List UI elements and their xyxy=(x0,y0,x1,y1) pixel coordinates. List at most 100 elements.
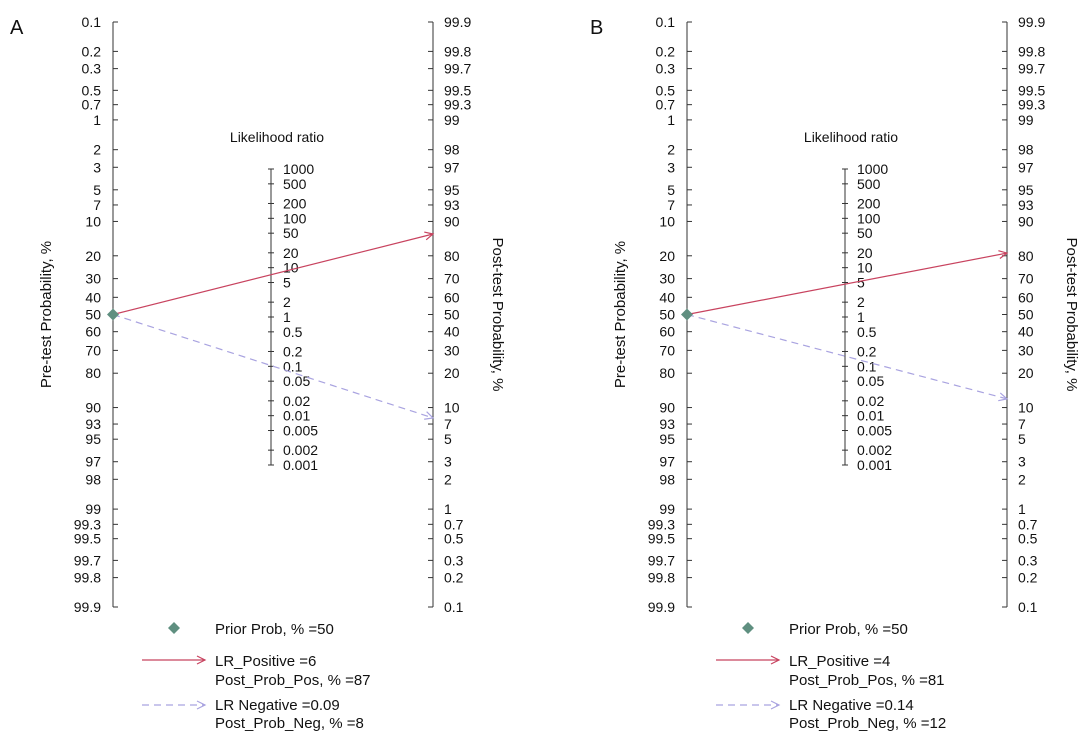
pre-test-tick-label: 2 xyxy=(93,142,101,158)
post-test-tick-label: 98 xyxy=(444,142,460,158)
lr-tick-label: 1000 xyxy=(283,161,314,177)
lr-tick-label: 200 xyxy=(283,195,307,211)
post-test-tick-label: 50 xyxy=(1018,307,1034,323)
post-test-tick-label: 80 xyxy=(444,248,460,264)
lr-tick-label: 5 xyxy=(857,275,865,291)
post-test-tick-label: 99.5 xyxy=(444,82,471,98)
pre-test-tick-label: 70 xyxy=(85,342,101,358)
post-test-tick-label: 0.5 xyxy=(1018,531,1038,547)
pre-test-tick-label: 99.5 xyxy=(648,531,675,547)
lr-tick-label: 50 xyxy=(857,225,873,241)
post-test-tick-label: 97 xyxy=(1018,159,1034,175)
lr-tick-label: 0.002 xyxy=(283,442,318,458)
post-test-tick-label: 10 xyxy=(444,400,460,416)
pre-test-tick-label: 1 xyxy=(93,112,101,128)
lr-negative-line xyxy=(112,313,434,419)
post-test-tick-label: 99.3 xyxy=(1018,97,1045,113)
post-test-tick-label: 60 xyxy=(444,289,460,305)
post-test-tick-label: 0.5 xyxy=(444,531,464,547)
pre-test-tick-label: 7 xyxy=(93,197,101,213)
post-test-tick-label: 99.8 xyxy=(444,43,471,59)
legend-lr-positive-text: LR_Positive =4 xyxy=(789,653,890,670)
post-test-tick-label: 3 xyxy=(444,454,452,470)
lr-tick-label: 0.1 xyxy=(857,358,877,374)
pre-test-tick-label: 20 xyxy=(85,248,101,264)
pre-test-tick-label: 0.7 xyxy=(656,97,676,113)
legend-negative-arrowhead xyxy=(196,700,207,710)
pre-test-tick-label: 95 xyxy=(659,431,675,447)
pre-test-tick-label: 40 xyxy=(85,289,101,305)
post-test-tick-label: 40 xyxy=(444,324,460,340)
pre-test-tick-label: 30 xyxy=(85,271,101,287)
pre-test-tick-label: 2 xyxy=(667,142,675,158)
post-test-tick-label: 20 xyxy=(444,365,460,381)
pre-test-tick-label: 50 xyxy=(85,307,101,323)
post-test-tick-label: 3 xyxy=(1018,454,1026,470)
legend: Prior Prob, % =50 LR_Positive =6 Post_Prob… xyxy=(142,621,371,731)
post-test-tick-label: 95 xyxy=(1018,182,1034,198)
post-test-tick-label: 0.1 xyxy=(1018,599,1038,615)
lr-tick-label: 50 xyxy=(283,225,299,241)
post-test-tick-label: 40 xyxy=(1018,324,1034,340)
post-test-tick-label: 99.7 xyxy=(1018,61,1045,77)
pre-test-tick-label: 99 xyxy=(85,501,101,517)
post-test-tick-label: 0.2 xyxy=(444,570,464,586)
panel-label: B xyxy=(590,17,603,39)
post-test-tick-label: 5 xyxy=(444,431,452,447)
post-test-tick-label: 70 xyxy=(1018,271,1034,287)
lr-negative-line xyxy=(686,313,1008,400)
pre-test-tick-label: 70 xyxy=(659,342,675,358)
legend-negative-arrowhead xyxy=(770,700,781,710)
pre-test-tick-label: 99.8 xyxy=(648,570,675,586)
nomogram-panel-a: A 0.10.20.30.50.7123571020304050607080909… xyxy=(10,14,506,731)
post-test-tick-label: 99.9 xyxy=(444,14,471,30)
post-test-tick-label: 99.3 xyxy=(444,97,471,113)
post-test-tick-label: 20 xyxy=(1018,365,1034,381)
pre-test-tick-label: 93 xyxy=(659,416,675,432)
lr-tick-label: 0.001 xyxy=(283,457,318,473)
post-test-tick-label: 30 xyxy=(444,342,460,358)
post-test-tick-label: 0.3 xyxy=(444,552,464,568)
lr-tick-label: 0.1 xyxy=(283,358,303,374)
pre-test-tick-label: 99.3 xyxy=(648,516,675,532)
lr-negative-arrowhead xyxy=(424,411,435,420)
lr-tick-label: 1 xyxy=(283,309,291,325)
post-test-tick-label: 95 xyxy=(444,182,460,198)
pre-test-axis-label: Pre-test Probability, % xyxy=(612,241,629,388)
legend-positive-arrowhead xyxy=(770,655,781,665)
lr-tick-label: 0.01 xyxy=(857,408,884,424)
post-test-tick-label: 50 xyxy=(444,307,460,323)
legend: Prior Prob, % =50 LR_Positive =4 Post_Prob… xyxy=(716,621,946,731)
post-test-tick-label: 0.2 xyxy=(1018,570,1038,586)
post-test-tick-label: 0.7 xyxy=(444,516,464,532)
pre-test-tick-label: 99.5 xyxy=(74,531,101,547)
pre-test-tick-label: 30 xyxy=(659,271,675,287)
post-test-axis-label: Post-test Probability, % xyxy=(489,238,506,392)
pre-test-tick-label: 0.2 xyxy=(656,43,676,59)
legend-post-prob-pos-text: Post_Prob_Pos, % =87 xyxy=(215,672,371,689)
legend-prior-marker xyxy=(168,622,180,634)
lr-tick-label: 0.05 xyxy=(857,373,884,389)
lr-positive-line xyxy=(112,233,434,316)
lr-tick-label: 0.002 xyxy=(857,442,892,458)
post-test-tick-label: 1 xyxy=(444,501,452,517)
post-test-tick-label: 99.9 xyxy=(1018,14,1045,30)
legend-lr-positive-text: LR_Positive =6 xyxy=(215,653,316,670)
post-test-tick-label: 99 xyxy=(444,112,460,128)
post-test-tick-label: 93 xyxy=(444,197,460,213)
lr-axis-title: Likelihood ratio xyxy=(230,129,324,145)
post-test-tick-label: 99.7 xyxy=(444,61,471,77)
lr-tick-label: 0.001 xyxy=(857,457,892,473)
lr-tick-label: 2 xyxy=(283,294,291,310)
pre-test-tick-label: 60 xyxy=(85,324,101,340)
lr-tick-label: 10 xyxy=(283,260,299,276)
lr-tick-label: 0.005 xyxy=(283,423,318,439)
post-test-tick-label: 99.8 xyxy=(1018,43,1045,59)
lr-tick-label: 2 xyxy=(857,294,865,310)
post-test-tick-label: 5 xyxy=(1018,431,1026,447)
pre-test-tick-label: 10 xyxy=(659,213,675,229)
lr-tick-label: 0.2 xyxy=(857,343,877,359)
lr-tick-label: 0.01 xyxy=(283,408,310,424)
pre-test-tick-label: 98 xyxy=(85,471,101,487)
legend-prior-marker xyxy=(742,622,754,634)
